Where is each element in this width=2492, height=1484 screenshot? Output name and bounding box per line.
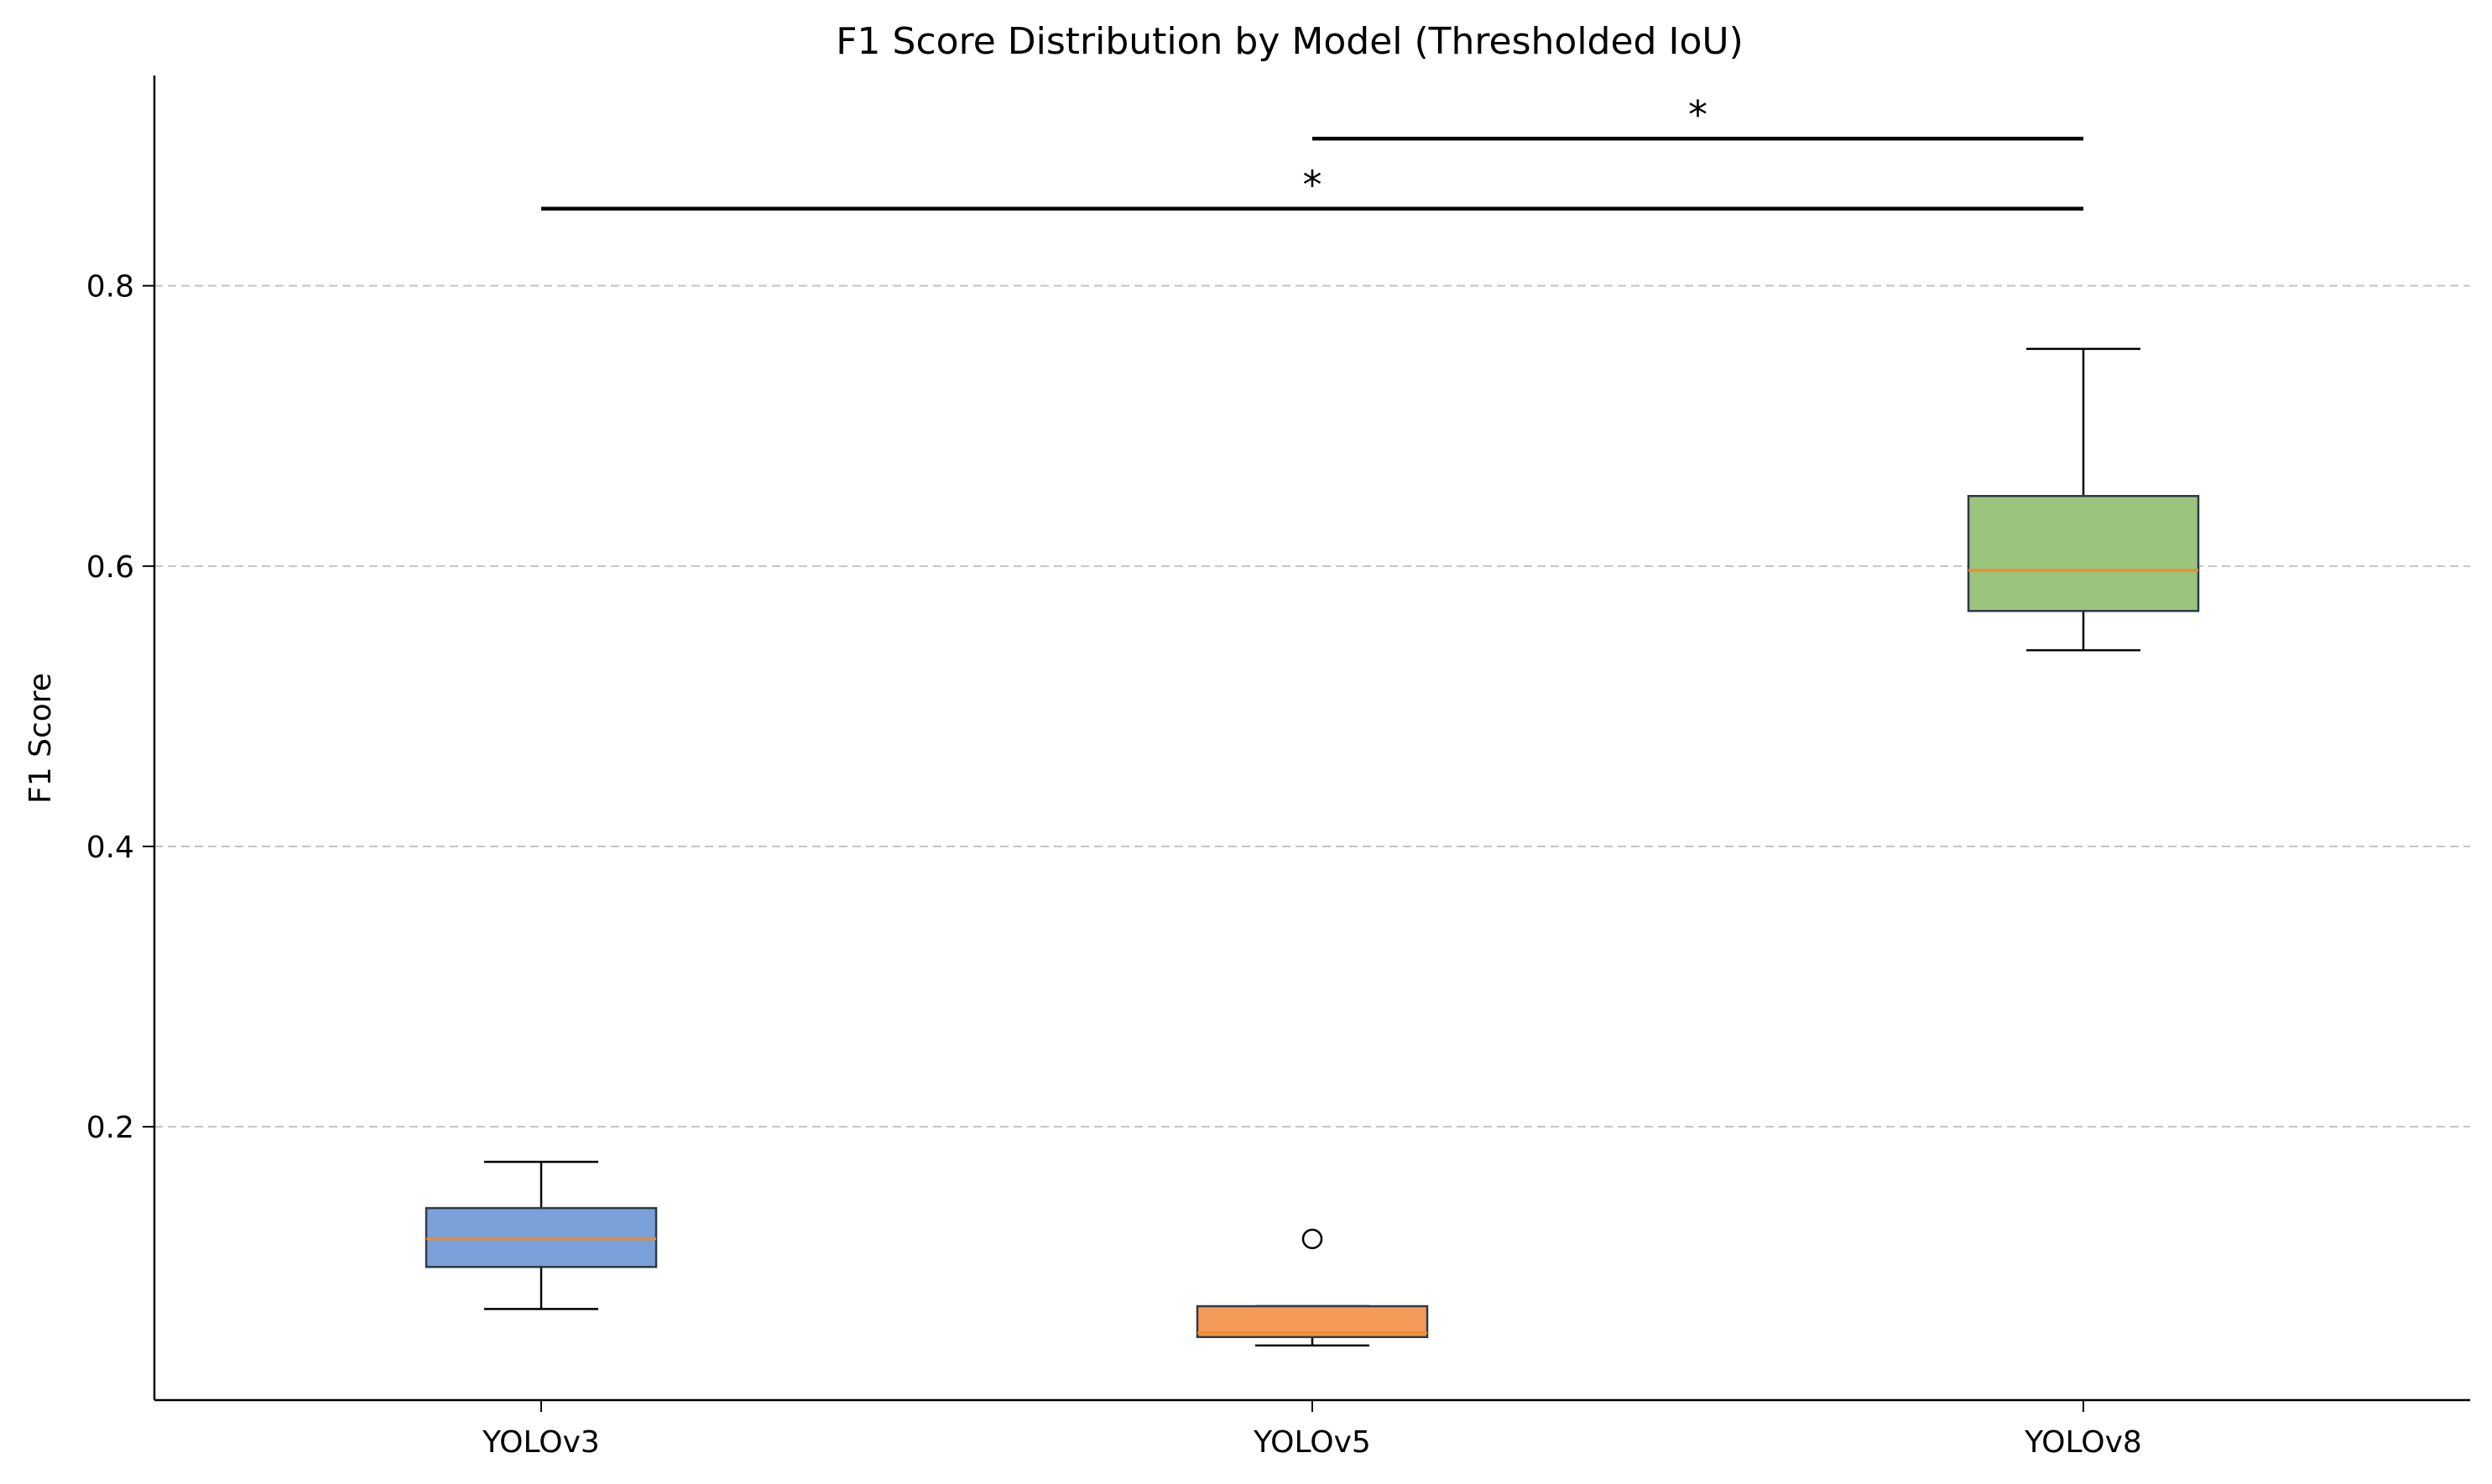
significance-brackets: ** — [541, 92, 2083, 211]
x-tick-label: YOLOv3 — [482, 1425, 600, 1460]
box-iqr — [1967, 495, 2200, 612]
y-tick-label: 0.8 — [86, 270, 134, 305]
y-tick-label: 0.2 — [86, 1111, 134, 1145]
box-iqr — [425, 1206, 658, 1268]
y-axis-label: F1 Score — [23, 673, 58, 804]
y-tick-label: 0.6 — [86, 550, 134, 585]
chart-title: F1 Score Distribution by Model (Threshol… — [836, 20, 1744, 63]
significance-label: * — [1688, 92, 1707, 138]
outlier-point — [1301, 1228, 1323, 1250]
x-tick-label: YOLOv5 — [1253, 1425, 1371, 1460]
box-series — [425, 347, 2200, 1347]
grid-lines — [154, 284, 2470, 1128]
axes: 0.2 0.4 0.6 0.8 YOLOv3 YOLOv5 YOLOv8 — [86, 76, 2470, 1460]
box-yolov3 — [425, 1160, 658, 1310]
box-yolov8 — [1967, 347, 2200, 652]
significance-label: * — [1303, 163, 1322, 208]
x-tick-label: YOLOv8 — [2024, 1425, 2142, 1460]
box-yolov5 — [1196, 1228, 1429, 1347]
y-tick-label: 0.4 — [86, 831, 134, 865]
